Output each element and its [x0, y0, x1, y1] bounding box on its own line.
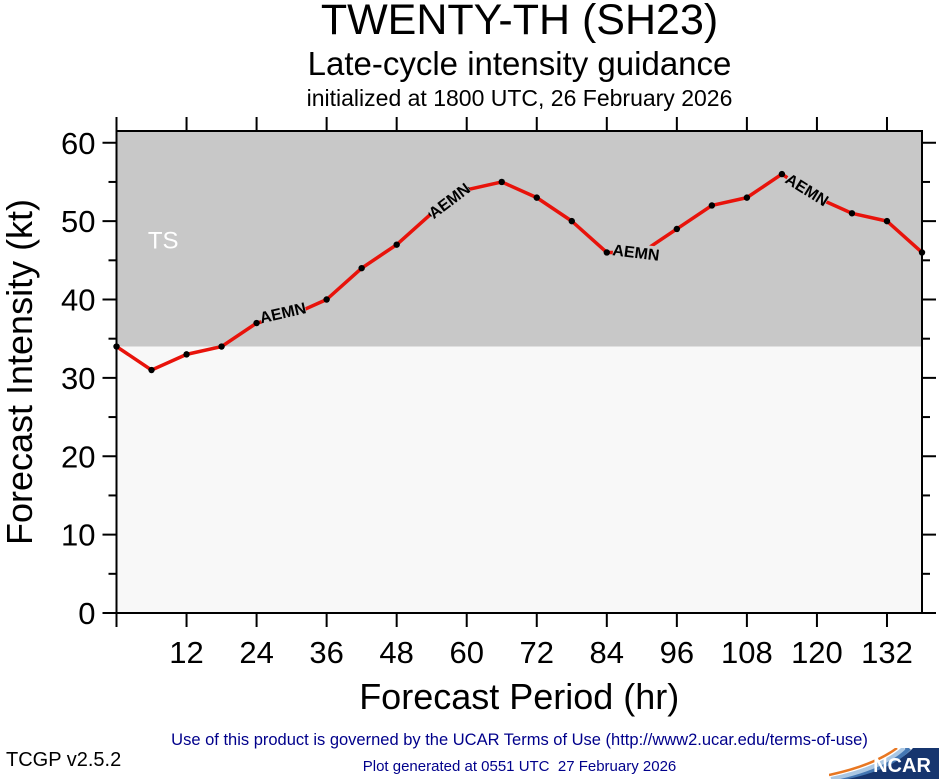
y-tick-label: 40	[61, 283, 95, 318]
x-tick-label: 12	[169, 635, 203, 670]
y-tick-label: 10	[61, 518, 95, 553]
data-point-marker	[323, 296, 330, 303]
ts-band	[116, 131, 922, 347]
data-point-marker	[883, 217, 891, 225]
x-tick-label: 132	[861, 635, 913, 670]
terms-of-use-text: Use of this product is governed by the U…	[171, 731, 868, 749]
x-tick-label: 60	[449, 635, 483, 670]
plot-area-lower	[116, 346, 922, 613]
series-label-group: AEMN	[611, 241, 660, 265]
x-tick-label: 72	[520, 635, 554, 670]
data-point-marker	[533, 194, 540, 201]
init-time-line: initialized at 1800 UTC, 26 February 202…	[306, 85, 733, 111]
data-point-marker	[148, 366, 155, 374]
plot-frame	[115, 130, 923, 614]
plot-title: TWENTY-TH (SH23)	[320, 0, 719, 44]
y-tick-label: 60	[61, 126, 95, 161]
data-point-marker	[848, 210, 856, 217]
x-tick-label: 120	[791, 635, 843, 670]
ncar-logo-navy-field	[839, 748, 939, 779]
data-point-marker	[218, 343, 225, 350]
x-tick-label: 96	[660, 635, 694, 670]
data-point-marker	[253, 319, 260, 327]
data-point-marker	[673, 225, 681, 233]
data-point-marker	[603, 249, 611, 256]
data-point-marker	[708, 202, 716, 209]
plot-subtitle: Late-cycle intensity guidance	[307, 45, 732, 82]
tcgp-version-label: TCGP v2.5.2	[6, 749, 122, 771]
y-tick-label: 50	[61, 204, 95, 239]
data-point-marker	[358, 264, 365, 272]
ncar-logo-lightblue-arc	[830, 748, 906, 779]
y-tick-label: 0	[78, 596, 95, 631]
series-label-bg	[783, 170, 832, 210]
data-point-marker	[778, 170, 786, 178]
data-point-marker	[568, 217, 575, 225]
x-axis-title: Forecast Period (hr)	[359, 676, 679, 717]
ncar-logo-orange-arc	[829, 748, 898, 777]
y-axis-title: Forecast Intensity (kt)	[0, 199, 40, 545]
x-tick-label: 36	[309, 635, 343, 670]
generated-timestamp: Plot generated at 0551 UTC 27 February 2…	[362, 758, 677, 775]
series-label-bg	[425, 180, 473, 222]
x-tick-label: 48	[379, 635, 413, 670]
series-label-text: AEMN	[611, 242, 660, 265]
x-tick-label: 24	[239, 635, 273, 670]
x-tick-label: 108	[721, 635, 773, 670]
data-point-marker	[393, 241, 400, 248]
y-tick-label: 20	[61, 439, 95, 474]
data-point-marker	[498, 178, 505, 186]
ncar-logo: NCAR	[829, 748, 939, 779]
data-point-marker	[743, 194, 751, 201]
x-tick-label: 84	[590, 635, 624, 670]
ts-band-label: TS	[148, 228, 179, 255]
series-label-bg	[612, 241, 660, 264]
ncar-logo-wordmark: NCAR	[873, 755, 931, 777]
series-label-bg	[258, 299, 308, 327]
y-tick-label: 30	[61, 361, 95, 396]
data-point-marker	[183, 351, 190, 358]
